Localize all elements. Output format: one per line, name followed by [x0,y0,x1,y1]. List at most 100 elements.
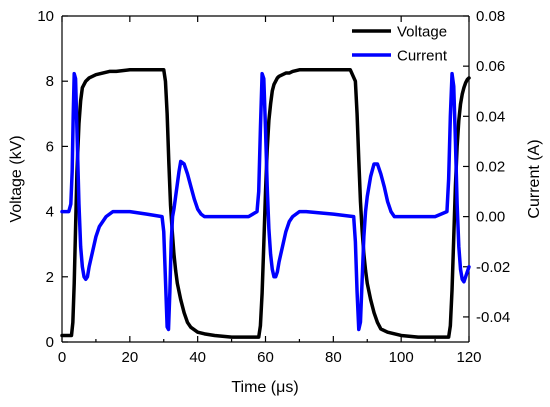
data-point-voltage [108,70,111,73]
data-point-current [464,276,467,278]
data-point-current [84,278,87,281]
data-point-current [161,215,163,218]
data-point-current [383,185,386,188]
data-point-voltage [196,331,199,334]
data-point-current [281,245,284,248]
data-point-current [390,210,392,213]
data-point-current [456,203,458,205]
data-point-voltage [447,336,450,338]
data-point-voltage [145,68,148,71]
data-point-current [273,276,275,278]
y-right-tick-label: 0.02 [476,158,505,175]
data-point-current [98,225,101,228]
data-point-current [373,163,375,165]
data-point-current [452,85,455,88]
data-point-current [162,230,165,233]
data-point-voltage [230,336,233,338]
data-point-voltage [174,269,177,272]
legend-label-current: Current [397,48,448,65]
data-point-voltage [67,334,70,337]
data-point-current [81,265,84,268]
data-point-voltage [458,119,460,122]
y-right-tick-label: 0.00 [476,209,505,226]
data-point-voltage [369,298,372,301]
data-point-current [179,160,182,163]
data-point-voltage [468,77,470,79]
x-tick-label: 40 [189,349,206,366]
data-point-current [305,210,308,213]
data-point-voltage [466,78,469,81]
data-point-current [170,240,173,243]
data-point-current [207,215,209,218]
data-point-voltage [179,298,182,301]
y-left-tick-label: 2 [46,269,54,286]
x-tick-label: 80 [325,349,342,366]
data-point-voltage [359,201,362,203]
data-point-current [145,213,148,215]
y-left-tick-label: 6 [46,138,54,155]
data-point-voltage [203,333,206,335]
data-point-voltage [354,80,357,82]
data-point-current [291,215,294,218]
y-right-tick-label: -0.04 [476,309,510,326]
data-point-voltage [263,243,265,245]
data-point-current [164,278,167,281]
data-point-voltage [166,113,168,115]
data-point-voltage [81,86,84,89]
data-point-voltage [274,80,277,82]
data-point-current [298,210,301,213]
data-point-voltage [288,72,291,74]
data-point-voltage [190,326,192,329]
data-point-current [361,278,363,281]
x-tick-label: 120 [456,349,481,366]
data-point-current [359,321,362,323]
data-point-voltage [449,324,452,327]
data-point-current [376,163,379,165]
data-point-voltage [276,77,279,79]
data-point-current [259,128,262,130]
data-point-current [461,278,464,281]
data-point-current [247,215,250,218]
data-point-current [95,235,97,238]
data-point-voltage [373,311,375,314]
data-point-current [173,208,175,210]
data-point-voltage [95,73,97,76]
data-point-current [183,163,185,165]
data-point-current [261,72,263,75]
data-point-current [166,326,168,328]
data-point-current [354,240,357,243]
data-point-current [176,183,179,185]
data-point-voltage [434,336,436,338]
data-point-current [71,170,73,173]
data-point-current [364,210,367,213]
data-point-current [447,178,450,180]
data-point-voltage [357,158,360,161]
series-line-current [60,71,471,332]
data-point-voltage [61,334,63,337]
data-point-voltage [459,103,462,105]
data-point-current [459,268,462,271]
data-point-current [363,235,365,238]
data-point-voltage [461,93,464,96]
data-point-voltage [268,119,270,122]
data-point-voltage [417,336,419,338]
data-point-voltage [285,72,287,74]
data-point-voltage [257,336,260,338]
data-point-voltage [213,334,216,337]
data-point-voltage [173,253,175,255]
data-point-current [434,215,436,218]
data-point-voltage [115,70,118,73]
data-point-current [386,200,389,203]
data-point-current [108,213,111,215]
data-point-voltage [278,75,280,78]
data-point-voltage [101,72,104,74]
data-point-current [366,195,369,198]
data-point-current [78,203,80,205]
data-point-voltage [269,103,272,105]
data-point-voltage [88,77,90,79]
data-point-current [285,230,287,233]
data-point-current [417,215,419,218]
data-point-voltage [452,236,455,239]
data-point-voltage [380,328,382,330]
